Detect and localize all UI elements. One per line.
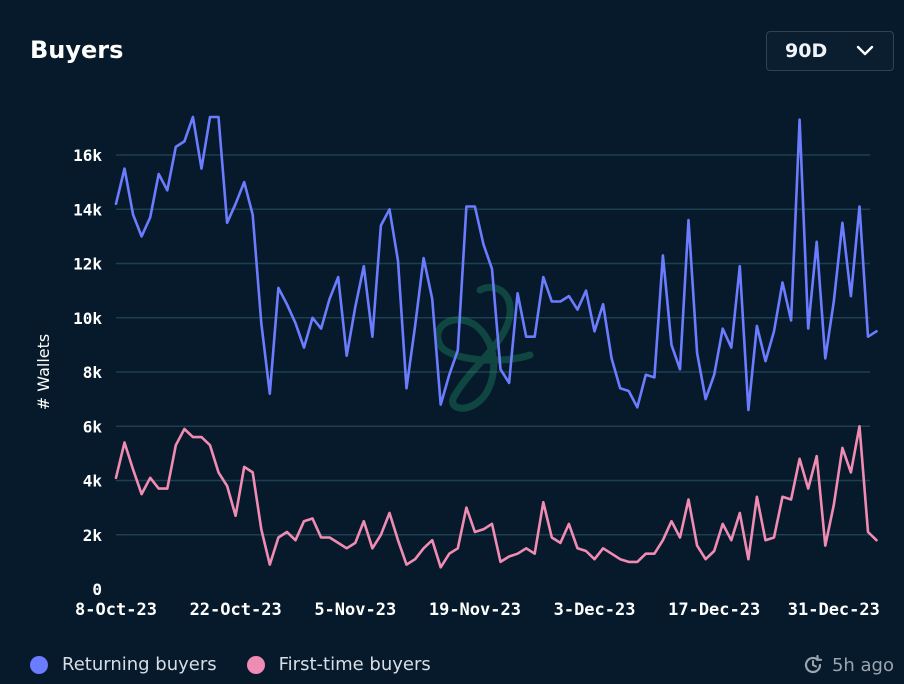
x-tick-label: 22-Oct-23 xyxy=(190,600,282,620)
y-tick-label: 0 xyxy=(92,580,102,599)
legend: Returning buyers First-time buyers xyxy=(30,654,461,675)
y-tick-label: 8k xyxy=(83,363,103,382)
y-tick-label: 10k xyxy=(73,309,102,328)
x-tick-label: 17-Dec-23 xyxy=(668,600,760,620)
legend-label-returning: Returning buyers xyxy=(62,654,217,675)
x-tick-label: 31-Dec-23 xyxy=(788,600,880,620)
legend-item-returning[interactable]: Returning buyers xyxy=(30,654,217,675)
legend-dot-returning xyxy=(30,655,48,674)
updated-text: 5h ago xyxy=(831,654,894,676)
legend-label-first-time: First-time buyers xyxy=(278,654,431,675)
legend-item-first-time[interactable]: First-time buyers xyxy=(246,654,431,675)
series-line-returning xyxy=(114,115,878,412)
logo-watermark-icon xyxy=(434,283,534,412)
y-axis-ticks: 0 2k 4k 6k 8k 10k 12k 14k 16k xyxy=(73,146,102,599)
y-tick-label: 12k xyxy=(73,255,102,274)
y-tick-label: 14k xyxy=(73,200,102,219)
legend-dot-first-time xyxy=(246,655,265,674)
last-updated: 5h ago xyxy=(802,654,894,676)
clock-refresh-icon xyxy=(804,654,823,674)
series-line-first-time xyxy=(114,424,878,569)
x-tick-label: 5-Nov-23 xyxy=(314,600,396,620)
y-tick-label: 2k xyxy=(83,526,103,545)
series-lines xyxy=(114,115,878,569)
y-tick-label: 6k xyxy=(83,417,103,436)
x-tick-label: 8-Oct-23 xyxy=(75,600,157,620)
x-tick-label: 19-Nov-23 xyxy=(429,600,521,620)
chart-title: Buyers xyxy=(30,36,124,64)
x-tick-label: 3-Dec-23 xyxy=(554,600,636,620)
y-axis-label: # Wallets xyxy=(34,334,53,410)
chevron-down-icon xyxy=(856,45,874,56)
range-value: 90D xyxy=(785,40,828,62)
y-tick-label: 16k xyxy=(73,146,102,165)
range-dropdown[interactable]: 90D xyxy=(766,31,894,71)
x-axis-ticks: 8-Oct-23 22-Oct-23 5-Nov-23 19-Nov-23 3-Dec-… xyxy=(75,600,880,620)
y-tick-label: 4k xyxy=(83,472,103,491)
